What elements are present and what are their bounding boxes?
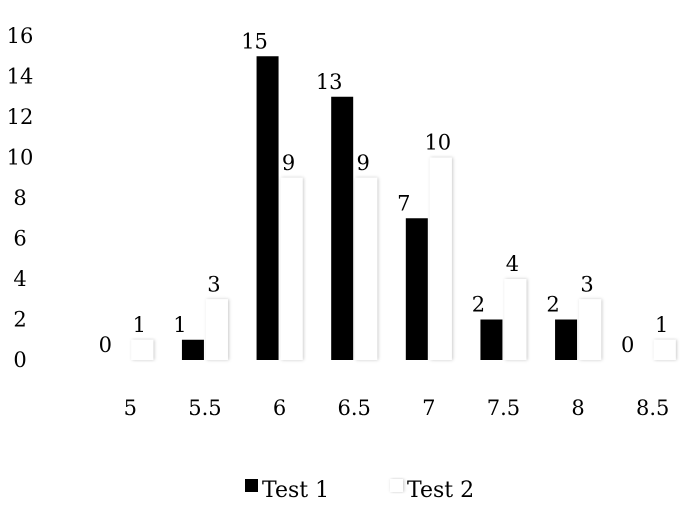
x-tick-label: 6.5 — [337, 396, 370, 420]
data-label: 3 — [207, 272, 220, 296]
data-label: 9 — [282, 151, 295, 175]
legend-label: Test 1 — [262, 478, 329, 503]
x-axis: 5 5.5 6 6.5 7 7.5 8 8.5 — [124, 396, 670, 420]
bars — [131, 56, 676, 360]
x-tick-label: 6 — [273, 396, 286, 420]
bar-test-2 — [355, 177, 378, 360]
data-label: 2 — [472, 293, 485, 317]
y-tick-label: 10 — [7, 146, 34, 170]
bar-test-2 — [579, 299, 602, 360]
bar-test-1 — [405, 218, 428, 360]
bar-test-2 — [504, 279, 527, 360]
data-label: 4 — [506, 252, 519, 276]
legend-swatch — [390, 479, 403, 492]
legend: Test 1 Test 2 — [245, 478, 474, 503]
x-tick-label: 5.5 — [188, 396, 221, 420]
data-label: 1 — [133, 313, 146, 337]
x-tick-label: 5 — [124, 396, 137, 420]
y-tick-label: 14 — [7, 65, 34, 89]
data-label: 3 — [580, 272, 593, 296]
bar-test-2 — [429, 157, 452, 360]
legend-swatch — [245, 479, 258, 492]
data-label: 13 — [316, 70, 343, 94]
data-label: 1 — [655, 313, 668, 337]
bar-test-1 — [480, 319, 503, 360]
data-label: 0 — [621, 333, 634, 357]
bar-test-1 — [256, 56, 279, 360]
x-tick-label: 7.5 — [487, 396, 520, 420]
bar-test-2 — [131, 339, 154, 360]
y-axis: 0 2 4 6 8 10 12 14 16 — [7, 24, 34, 372]
x-tick-label: 7 — [422, 396, 435, 420]
bar-test-1 — [181, 339, 204, 360]
data-label: 15 — [241, 29, 268, 53]
bar-test-2 — [653, 339, 676, 360]
y-tick-label: 0 — [13, 348, 26, 372]
x-tick-label: 8 — [571, 396, 584, 420]
bar-test-2 — [205, 299, 228, 360]
legend-label: Test 2 — [407, 478, 474, 503]
data-label: 2 — [546, 293, 559, 317]
y-tick-label: 6 — [13, 227, 26, 251]
y-tick-label: 8 — [13, 186, 26, 210]
bar-test-1 — [555, 319, 578, 360]
bar-test-1 — [331, 96, 354, 360]
y-tick-label: 12 — [7, 105, 34, 129]
data-label: 9 — [357, 151, 370, 175]
data-label: 10 — [424, 131, 451, 155]
data-label: 1 — [173, 313, 186, 337]
x-tick-label: 8.5 — [636, 396, 669, 420]
data-label: 7 — [397, 191, 410, 215]
data-label: 0 — [99, 333, 112, 357]
y-tick-label: 16 — [7, 24, 34, 48]
y-tick-label: 4 — [13, 267, 26, 291]
bar-test-2 — [280, 177, 303, 360]
y-tick-label: 2 — [13, 308, 26, 332]
